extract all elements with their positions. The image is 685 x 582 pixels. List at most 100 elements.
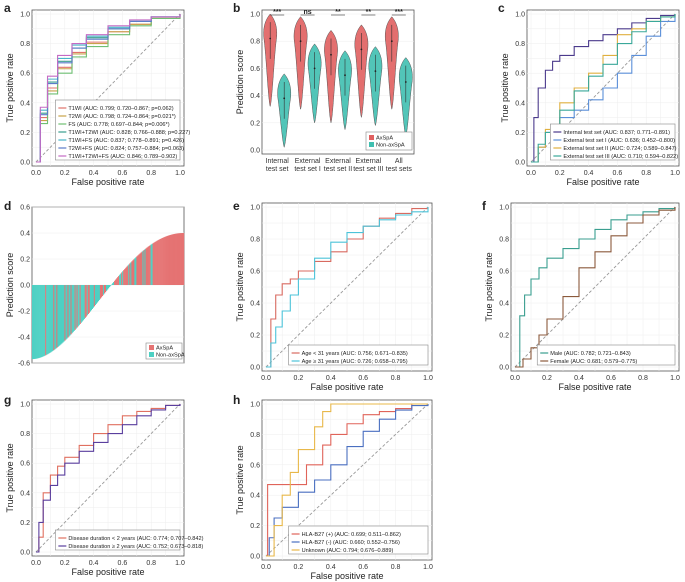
y-axis-label: True positive rate <box>235 445 245 514</box>
waterfall-bar <box>135 257 137 285</box>
chance-line <box>35 403 181 553</box>
roc-curve <box>266 207 429 368</box>
x-tick-label: All test sets <box>386 158 413 173</box>
x-tick-line: External <box>325 158 351 165</box>
y-tick-label: 0.8 <box>250 237 260 244</box>
panel-letter: g <box>4 393 11 407</box>
waterfall-bar <box>165 236 167 285</box>
y-axis-label: True positive rate <box>484 252 494 321</box>
legend-swatch <box>149 345 154 350</box>
x-tick-label: 0.8 <box>146 560 156 567</box>
waterfall-bar <box>36 285 38 359</box>
x-tick-label: 0.8 <box>391 564 401 571</box>
waterfall-bar <box>136 256 138 285</box>
y-tick-label: 0.4 <box>250 493 260 500</box>
y-axis-label: True positive rate <box>5 443 15 512</box>
chance-line <box>265 206 429 368</box>
y-tick-label: 0.4 <box>499 301 509 308</box>
x-tick-label: External test set II <box>324 158 352 173</box>
waterfall-bar <box>56 285 58 348</box>
waterfall-bar <box>50 285 52 353</box>
y-axis-label: True positive rate <box>235 252 245 321</box>
y-tick-label: 0.0 <box>20 160 30 167</box>
y-tick-label: 0.8 <box>20 431 30 438</box>
waterfall-bar <box>146 247 148 285</box>
x-tick-line: All <box>395 158 403 165</box>
waterfall-bar <box>116 278 118 285</box>
x-tick-label: 0.2 <box>60 560 70 567</box>
violin-median <box>390 40 393 43</box>
legend-entry: T1WI (AUC: 0.799; 0.720–0.867; p=0.062) <box>68 106 173 112</box>
waterfall-bar <box>88 285 90 313</box>
waterfall-bar <box>71 285 73 334</box>
y-tick-label: 0.4 <box>20 490 30 497</box>
panel-letter: c <box>498 1 505 15</box>
y-tick-label: 0.2 <box>499 333 509 340</box>
waterfall-bar <box>86 285 88 316</box>
waterfall-bar <box>112 283 114 285</box>
y-tick-label: 1.0 <box>499 205 509 212</box>
x-tick-label: 0.4 <box>584 170 594 177</box>
panel-d: d 0.6 0.4 0.2 0.0 -0.2 -0.4 -0.6 Prediction scor… <box>4 199 185 368</box>
y-tick-label: 0.4 <box>20 100 30 107</box>
x-tick-label: 0.4 <box>89 170 99 177</box>
waterfall-bar <box>69 285 71 336</box>
legend-swatch <box>149 352 154 357</box>
x-tick-label: 0.0 <box>510 375 520 382</box>
y-axis-label: True positive rate <box>500 53 510 122</box>
y-tick-label: -0.2 <box>18 309 30 316</box>
y-tick-label: -0.4 <box>18 335 30 342</box>
x-tick-line: Internal <box>266 158 290 165</box>
x-tick-label: 1.0 <box>423 375 433 382</box>
waterfall-bar <box>134 258 136 285</box>
y-tick-label: 1.0 <box>20 402 30 409</box>
violin-median <box>269 37 272 40</box>
panel-letter: d <box>4 199 11 213</box>
y-tick-label: 0.2 <box>250 523 260 530</box>
waterfall-bar <box>47 285 49 355</box>
legend-entry: HLA-B27 (-) (AUC: 0.660; 0.552–0.756) <box>302 540 400 546</box>
waterfall-bar <box>70 285 72 335</box>
panel-letter: f <box>482 199 487 213</box>
y-tick-label: 0.4 <box>250 93 260 100</box>
waterfall-bar <box>98 285 101 300</box>
significance-label: *** <box>395 9 403 16</box>
x-tick-label: 0.2 <box>294 564 304 571</box>
violin <box>263 13 278 108</box>
waterfall-bar <box>174 233 177 285</box>
waterfall-bar <box>33 285 35 360</box>
x-tick-label: 1.0 <box>175 560 185 567</box>
x-tick-label: 0.0 <box>526 170 536 177</box>
y-tick-label: 0.4 <box>250 301 260 308</box>
y-tick-label: 0.2 <box>250 120 260 127</box>
y-tick-label: 0.8 <box>20 41 30 48</box>
waterfall-bar <box>32 285 34 360</box>
waterfall-bar <box>84 285 86 318</box>
waterfall-bar <box>113 282 115 285</box>
y-tick-label: 0.8 <box>250 39 260 46</box>
legend-entry: Age ≥ 31 years (AUC: 0.726; 0.658–0.795) <box>302 359 408 365</box>
waterfall-bar <box>149 245 151 285</box>
roc-curve <box>515 207 676 368</box>
x-axis-label: False positive rate <box>71 567 144 577</box>
waterfall-bar <box>131 261 133 285</box>
chance-line <box>514 206 676 368</box>
x-tick-label: 0.0 <box>261 564 271 571</box>
panel-h: h 0.0 0.2 0.4 0.6 0.8 1.0 0.0 0.2 0.4 0.6 0.8 1.0 Fal… <box>233 393 433 581</box>
legend-entry: FS (AUC: 0.778; 0.697–0.844; p=0.006*) <box>68 122 169 128</box>
waterfall-bar <box>124 268 126 285</box>
x-tick-line: test set III <box>353 166 383 173</box>
y-tick-label: 0.0 <box>515 160 525 167</box>
waterfall-bar <box>150 244 152 285</box>
waterfall-bar <box>34 285 36 359</box>
waterfall-bar <box>99 285 102 299</box>
roc-curve <box>266 403 428 557</box>
waterfall-bar <box>43 285 45 357</box>
y-tick-label: 1.0 <box>515 12 525 19</box>
waterfall-bar <box>97 285 100 302</box>
y-tick-label: 0.0 <box>20 550 30 557</box>
significance-label: ns <box>304 9 312 16</box>
y-tick-label: 0.2 <box>250 333 260 340</box>
x-tick-label: 1.0 <box>175 170 185 177</box>
waterfall-bar <box>81 285 83 322</box>
